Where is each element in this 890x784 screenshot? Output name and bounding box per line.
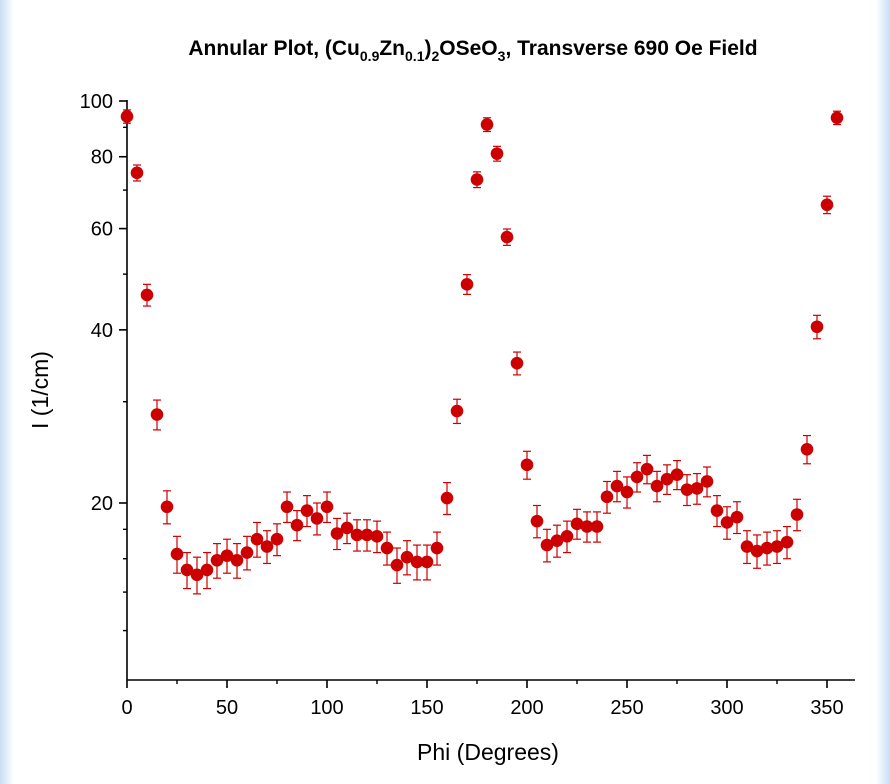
data-point bbox=[590, 520, 604, 533]
data-point bbox=[230, 554, 244, 567]
data-point bbox=[530, 514, 544, 528]
data-point bbox=[260, 540, 274, 553]
data-point bbox=[130, 166, 144, 180]
data-points bbox=[120, 110, 844, 582]
data-point bbox=[540, 538, 554, 552]
data-point bbox=[510, 356, 524, 370]
data-point bbox=[340, 521, 354, 535]
data-point bbox=[770, 540, 784, 553]
y-tick-label: 60 bbox=[91, 219, 113, 241]
data-point bbox=[650, 479, 664, 493]
y-tick-label: 80 bbox=[91, 147, 113, 169]
data-point bbox=[190, 568, 204, 582]
data-point bbox=[360, 528, 374, 542]
data-point bbox=[690, 482, 704, 495]
x-tick-label: 50 bbox=[216, 697, 238, 719]
x-tick-label: 350 bbox=[810, 697, 843, 719]
data-point bbox=[670, 468, 684, 481]
data-point bbox=[410, 555, 424, 569]
data-point bbox=[560, 530, 574, 543]
data-point bbox=[740, 540, 754, 553]
y-tick-label: 40 bbox=[91, 320, 113, 342]
data-point bbox=[240, 546, 254, 559]
data-point bbox=[750, 544, 764, 558]
data-point bbox=[580, 520, 594, 533]
data-point bbox=[720, 516, 734, 529]
data-point bbox=[700, 475, 714, 488]
data-point bbox=[610, 479, 624, 493]
data-point bbox=[170, 547, 184, 561]
data-point bbox=[520, 458, 534, 472]
data-point bbox=[220, 549, 234, 562]
data-point bbox=[630, 470, 644, 484]
data-point bbox=[780, 535, 794, 549]
data-point bbox=[460, 278, 474, 291]
data-point bbox=[480, 118, 494, 131]
data-point bbox=[550, 534, 564, 547]
y-tick-label: 100 bbox=[80, 91, 113, 113]
data-point bbox=[660, 472, 674, 486]
data-point bbox=[330, 527, 344, 540]
data-point bbox=[300, 504, 314, 517]
data-point bbox=[600, 490, 614, 504]
data-point bbox=[310, 512, 324, 525]
data-point bbox=[270, 532, 284, 546]
data-point bbox=[200, 563, 214, 577]
data-point bbox=[620, 485, 634, 499]
data-point bbox=[640, 462, 654, 476]
data-point bbox=[470, 173, 484, 186]
data-point bbox=[380, 541, 394, 555]
x-tick-label: 0 bbox=[121, 697, 132, 719]
data-point bbox=[350, 528, 364, 542]
data-point bbox=[150, 408, 164, 421]
data-point bbox=[830, 111, 844, 125]
data-point bbox=[370, 530, 384, 543]
data-point bbox=[290, 518, 304, 532]
data-point bbox=[430, 541, 444, 555]
axes: 0 50 100 150 200 250 300 350 20 40 60 80 100 bbox=[80, 91, 855, 719]
data-point bbox=[810, 320, 824, 334]
data-point bbox=[490, 147, 504, 160]
data-point bbox=[730, 510, 744, 524]
data-point bbox=[400, 550, 414, 564]
data-point bbox=[160, 500, 174, 514]
data-point bbox=[800, 442, 814, 456]
y-axis-label: I (1/cm) bbox=[27, 351, 53, 429]
data-point bbox=[760, 541, 774, 555]
x-axis-label: Phi (Degrees) bbox=[417, 739, 559, 765]
data-point bbox=[120, 110, 134, 123]
data-point bbox=[180, 563, 194, 577]
data-point bbox=[320, 500, 334, 514]
data-point bbox=[210, 554, 224, 567]
data-point bbox=[390, 558, 404, 572]
data-point bbox=[420, 555, 434, 569]
y-tick-label: 20 bbox=[91, 493, 113, 515]
x-tick-label: 150 bbox=[410, 697, 443, 719]
x-tick-label: 250 bbox=[610, 697, 643, 719]
data-point bbox=[710, 504, 724, 517]
data-point bbox=[680, 483, 694, 496]
x-tick-label: 200 bbox=[510, 697, 543, 719]
data-point bbox=[820, 198, 834, 212]
data-point bbox=[500, 230, 514, 244]
chart-title: Annular Plot, (Cu0.9Zn0.1)2OSeO3, Transv… bbox=[188, 37, 757, 64]
x-tick-label: 100 bbox=[310, 697, 343, 719]
data-point bbox=[570, 517, 584, 531]
data-point bbox=[140, 288, 154, 302]
data-point bbox=[280, 500, 294, 514]
data-point bbox=[450, 404, 464, 418]
data-point bbox=[250, 532, 264, 546]
data-point bbox=[790, 508, 804, 521]
x-tick-label: 300 bbox=[710, 697, 743, 719]
data-point bbox=[440, 491, 454, 505]
